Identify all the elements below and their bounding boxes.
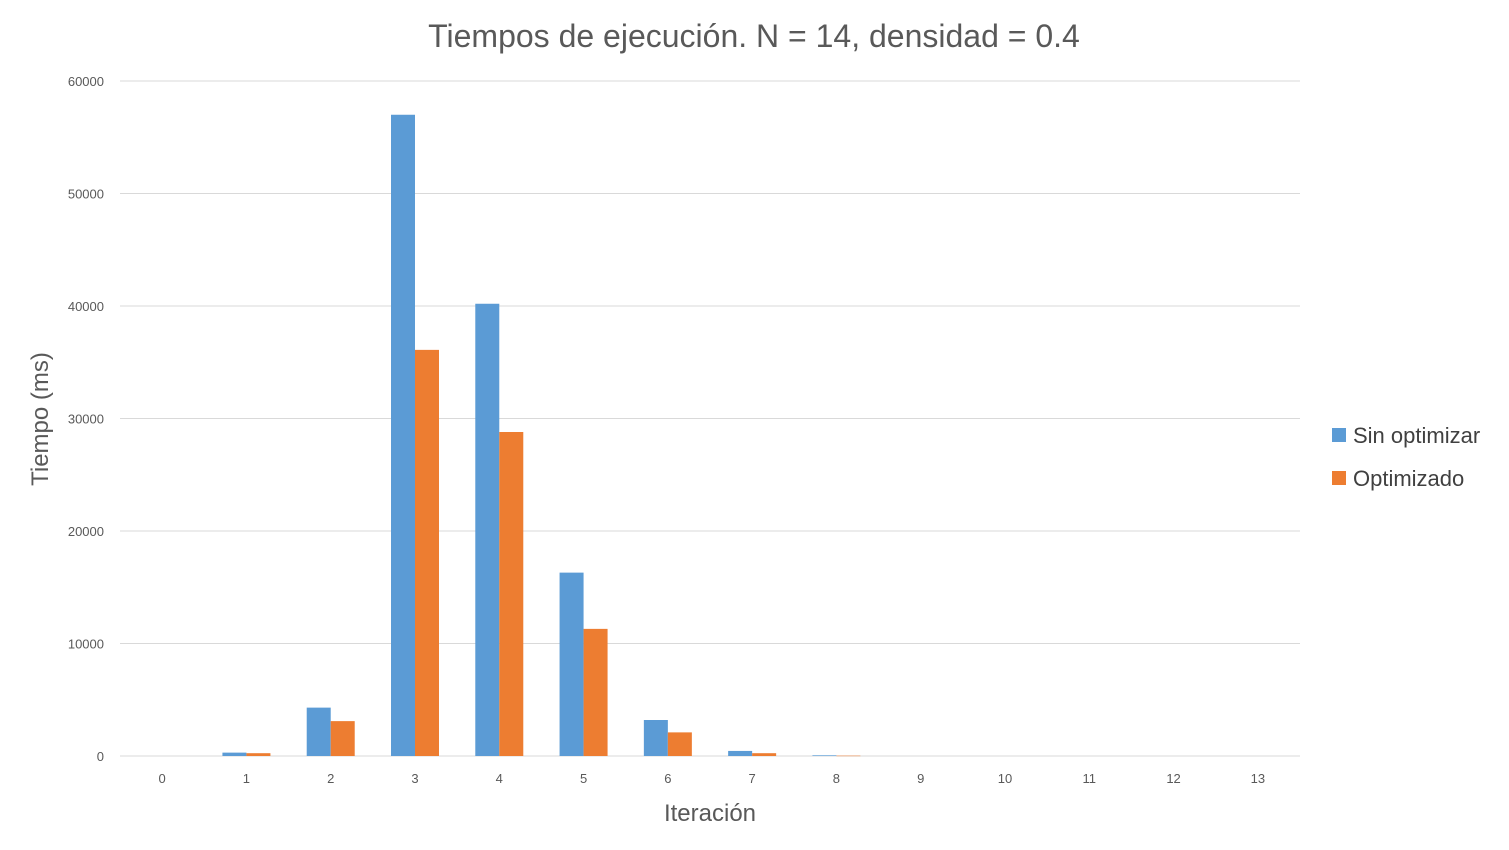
x-tick-label: 5: [580, 771, 587, 786]
bar-sin-optimizar: [306, 707, 331, 756]
y-tick-label: 60000: [68, 74, 104, 89]
bar-optimizado: [752, 753, 777, 756]
x-tick-label: 12: [1166, 771, 1180, 786]
x-tick-label: 0: [159, 771, 166, 786]
x-tick-label: 1: [243, 771, 250, 786]
y-tick-label: 10000: [68, 637, 104, 652]
bar-sin-optimizar: [728, 750, 753, 756]
bar-sin-optimizar: [391, 114, 415, 756]
y-tick-label: 20000: [68, 524, 104, 539]
y-tick-label: 40000: [68, 299, 104, 314]
gridlines: [120, 80, 1300, 757]
x-tick-label: 3: [411, 771, 418, 786]
y-axis-ticks: 0 10000 20000 30000 40000 50000 60000: [68, 74, 104, 764]
x-tick-label: 8: [833, 771, 840, 786]
legend-label: Sin optimizar: [1353, 423, 1480, 448]
bar-optimizado: [667, 732, 692, 756]
y-tick-label: 0: [97, 749, 104, 764]
chart-title: Tiempos de ejecución. N = 14, densidad =…: [428, 18, 1080, 54]
x-tick-label: 11: [1083, 771, 1097, 786]
x-tick-label: 6: [664, 771, 671, 786]
legend: Sin optimizar Optimizado: [1332, 423, 1480, 491]
bars: [222, 114, 861, 757]
bar-sin-optimizar: [475, 303, 500, 756]
bar-optimizado: [415, 349, 439, 756]
bar-optimizado: [836, 755, 861, 757]
bar-sin-optimizar: [222, 752, 247, 756]
x-tick-label: 9: [917, 771, 924, 786]
bar-sin-optimizar: [643, 720, 668, 756]
y-axis-title: Tiempo (ms): [27, 352, 54, 486]
bar-sin-optimizar: [812, 755, 837, 756]
bar-optimizado: [246, 753, 271, 756]
legend-swatch: [1332, 428, 1346, 442]
y-tick-label: 50000: [68, 187, 104, 202]
legend-swatch: [1332, 471, 1346, 485]
bar-optimizado: [330, 721, 355, 756]
x-axis-title: Iteración: [664, 800, 756, 827]
x-tick-label: 10: [998, 771, 1012, 786]
y-tick-label: 30000: [68, 412, 104, 427]
x-tick-label: 4: [496, 771, 503, 786]
legend-label: Optimizado: [1353, 466, 1464, 491]
bar-optimizado: [583, 628, 608, 756]
x-axis-ticks: 0 1 2 3 4 5 6 7 8 9 10 11 12 13: [159, 771, 1266, 786]
bar-sin-optimizar: [559, 572, 584, 756]
x-tick-label: 7: [749, 771, 756, 786]
x-tick-label: 2: [327, 771, 334, 786]
x-tick-label: 13: [1251, 771, 1265, 786]
bar-optimizado: [499, 432, 524, 756]
